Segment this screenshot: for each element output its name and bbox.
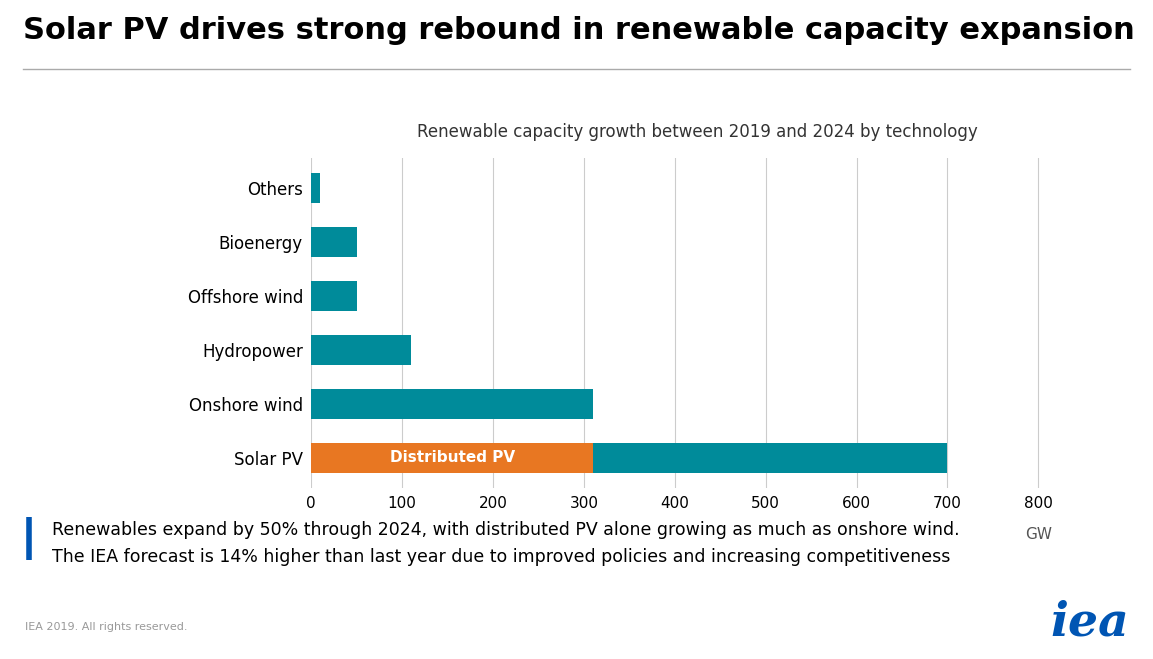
Bar xyxy=(311,443,593,473)
Text: Renewables expand by 50% through 2024, with distributed PV alone growing as much: Renewables expand by 50% through 2024, w… xyxy=(52,521,959,540)
Text: iea: iea xyxy=(1050,600,1129,646)
Text: GW: GW xyxy=(1025,527,1052,542)
Text: Solar PV drives strong rebound in renewable capacity expansion: Solar PV drives strong rebound in renewa… xyxy=(23,16,1135,45)
Bar xyxy=(593,443,948,473)
Text: IEA 2019. All rights reserved.: IEA 2019. All rights reserved. xyxy=(25,622,188,633)
Bar xyxy=(311,335,412,364)
Text: Distributed PV: Distributed PV xyxy=(390,450,514,465)
Bar xyxy=(311,173,321,203)
Text: The IEA forecast is 14% higher than last year due to improved policies and incre: The IEA forecast is 14% higher than last… xyxy=(52,548,950,566)
Bar xyxy=(311,227,356,257)
Bar xyxy=(311,389,593,418)
Bar xyxy=(311,281,356,311)
Text: Renewable capacity growth between 2019 and 2024 by technology: Renewable capacity growth between 2019 a… xyxy=(417,123,978,141)
